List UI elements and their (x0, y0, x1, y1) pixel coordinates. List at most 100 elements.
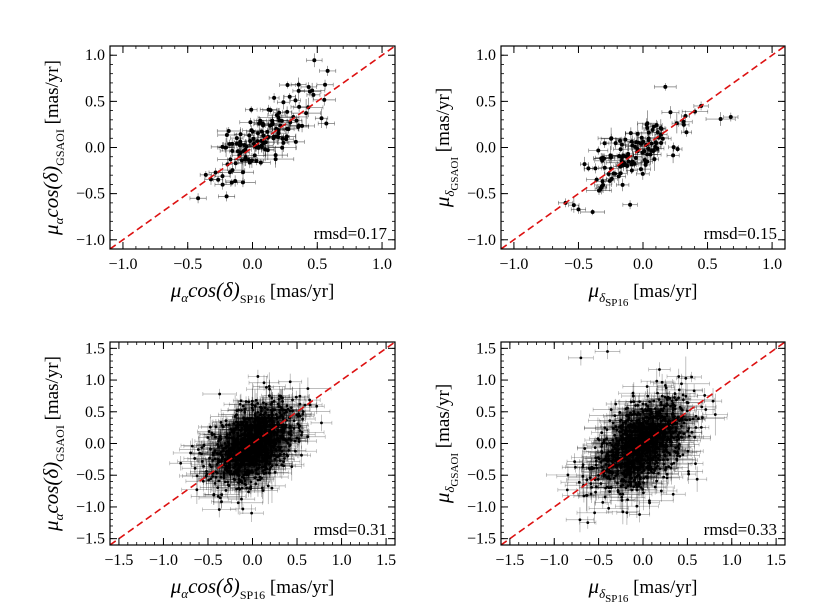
point-marker (220, 144, 225, 149)
data-point (189, 193, 207, 204)
point-marker (273, 408, 277, 412)
data-point (213, 175, 224, 184)
point-marker (250, 129, 255, 134)
point-marker (602, 165, 607, 170)
y-tick-label: 0.5 (85, 93, 105, 110)
data-point (277, 95, 290, 110)
point-marker (193, 466, 197, 470)
point-marker (239, 399, 243, 403)
data-point (273, 107, 286, 118)
data-point (268, 93, 280, 103)
point-marker (250, 399, 254, 403)
data-point (247, 369, 268, 384)
point-marker (620, 182, 625, 187)
data-point (666, 147, 680, 164)
data-point (205, 468, 225, 498)
panel-top-right: −1.0 −0.5 0.0 0.5 1.0 −1.0 −0.5 0.0 0.5 1.0 rmsd=0… (430, 45, 786, 309)
data-point (628, 160, 641, 168)
data-point (656, 136, 667, 150)
data-point (218, 191, 236, 202)
point-marker (245, 486, 249, 490)
point-marker (618, 171, 623, 176)
data-point (598, 161, 612, 174)
x-tick-label: 0.5 (698, 256, 718, 273)
point-marker (653, 140, 658, 145)
point-marker (193, 457, 197, 460)
point-marker (675, 147, 680, 152)
x-label-subscript: α (181, 290, 189, 305)
point-marker (254, 398, 258, 402)
point-marker (306, 387, 310, 391)
point-marker (590, 210, 595, 215)
point-marker (648, 152, 653, 157)
point-marker (242, 142, 247, 147)
point-marker (276, 420, 280, 424)
y-label-catalog: GSAOI (53, 129, 67, 166)
point-marker (285, 404, 289, 408)
point-marker (230, 141, 235, 146)
data-point (649, 147, 659, 171)
data-point (622, 135, 642, 156)
point-marker (236, 501, 240, 505)
point-marker (274, 413, 278, 416)
data-point (668, 142, 679, 152)
point-marker (252, 153, 257, 158)
point-marker (571, 203, 576, 208)
data-point (570, 204, 586, 214)
point-marker (289, 439, 293, 442)
data-point (316, 79, 334, 90)
data-points (169, 369, 333, 522)
identity-line (501, 46, 785, 249)
data-point (604, 170, 615, 192)
x-axis-label: μδSP16 [mas/yr] (588, 278, 698, 309)
data-point (306, 53, 323, 68)
data-point (654, 83, 677, 91)
point-marker (293, 98, 298, 103)
x-label-function: cos(δ) (188, 278, 240, 302)
point-marker (265, 148, 270, 153)
point-marker (224, 194, 229, 199)
point-marker (294, 449, 297, 453)
point-marker (247, 490, 250, 494)
point-marker (602, 156, 607, 161)
data-point (681, 108, 709, 116)
point-marker (671, 153, 676, 158)
point-marker (275, 463, 279, 467)
point-marker (638, 141, 643, 146)
data-point (185, 470, 222, 492)
y-label-subscript: δ (442, 190, 457, 197)
data-point (636, 167, 650, 180)
point-marker (200, 459, 204, 463)
data-point (317, 118, 335, 129)
data-point (208, 167, 223, 178)
point-marker (628, 131, 633, 136)
data-point (597, 133, 625, 143)
y-label-unit: [mas/yr] (42, 60, 63, 129)
point-marker (292, 419, 296, 423)
point-marker (270, 486, 274, 490)
point-marker (323, 82, 328, 87)
data-point (599, 138, 610, 148)
x-label-catalog: SP16 (240, 292, 265, 306)
point-marker (249, 107, 254, 112)
data-point (638, 129, 660, 136)
point-marker (294, 118, 299, 123)
point-marker (256, 478, 260, 482)
point-marker (297, 104, 302, 109)
data-point (596, 180, 608, 195)
point-marker (586, 166, 591, 171)
point-marker (310, 88, 315, 93)
data-point (292, 81, 305, 101)
axes-frame (500, 45, 786, 250)
point-marker (238, 402, 242, 406)
data-point (248, 458, 275, 498)
point-marker (216, 177, 221, 182)
point-marker (216, 494, 220, 498)
point-marker (233, 179, 238, 184)
x-tick-label: 0.0 (633, 256, 653, 273)
x-label-catalog: SP16 (605, 297, 629, 309)
point-marker (582, 162, 587, 167)
data-point (245, 106, 258, 114)
point-marker (220, 174, 225, 179)
point-marker (238, 132, 243, 137)
